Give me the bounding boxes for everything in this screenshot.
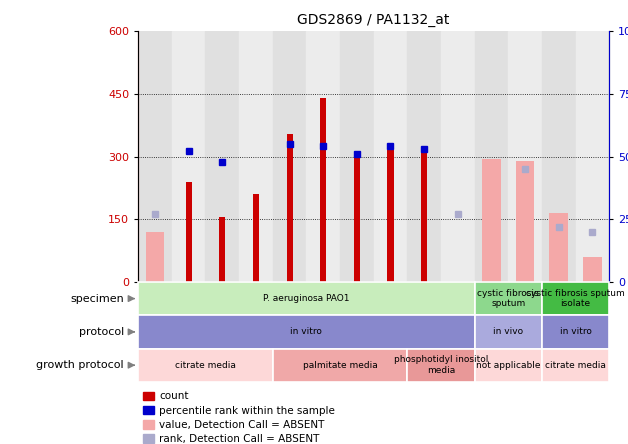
Bar	[138, 315, 475, 349]
Bar	[516, 161, 534, 282]
Bar	[286, 134, 293, 282]
Bar	[219, 217, 225, 282]
Bar	[542, 315, 609, 349]
Text: growth protocol: growth protocol	[36, 360, 124, 370]
Bar	[542, 282, 609, 315]
Text: in vitro: in vitro	[560, 327, 592, 337]
Bar	[138, 282, 475, 315]
Text: specimen: specimen	[70, 293, 124, 304]
Bar	[273, 349, 408, 382]
Text: palmitate media: palmitate media	[303, 361, 377, 370]
Bar	[138, 31, 172, 282]
Bar	[387, 150, 394, 282]
Text: citrate media: citrate media	[175, 361, 236, 370]
Text: not applicable: not applicable	[476, 361, 541, 370]
Text: cystic fibrosis sputum
isolate: cystic fibrosis sputum isolate	[526, 289, 625, 308]
Text: P. aeruginosa PAO1: P. aeruginosa PAO1	[263, 294, 350, 303]
Bar	[575, 31, 609, 282]
Text: protocol: protocol	[78, 327, 124, 337]
Bar	[408, 31, 441, 282]
Bar	[475, 315, 542, 349]
Bar	[306, 31, 340, 282]
Bar	[441, 31, 475, 282]
Text: in vitro: in vitro	[290, 327, 322, 337]
Bar	[408, 349, 475, 382]
Bar	[320, 98, 326, 282]
Bar	[186, 182, 192, 282]
Text: cystic fibrosis
sputum: cystic fibrosis sputum	[477, 289, 539, 308]
Bar	[482, 159, 501, 282]
Bar	[475, 349, 542, 382]
Title: GDS2869 / PA1132_at: GDS2869 / PA1132_at	[298, 13, 450, 27]
Bar	[542, 31, 575, 282]
Bar	[205, 31, 239, 282]
Bar	[239, 31, 273, 282]
Bar	[475, 282, 542, 315]
Bar	[340, 31, 374, 282]
Bar	[273, 31, 306, 282]
Bar	[138, 349, 273, 382]
Bar	[508, 31, 542, 282]
Text: citrate media: citrate media	[545, 361, 606, 370]
Bar	[550, 213, 568, 282]
Text: phosphotidyl inositol
media: phosphotidyl inositol media	[394, 356, 488, 375]
Bar	[172, 31, 205, 282]
Text: in vivo: in vivo	[493, 327, 523, 337]
Bar	[542, 349, 609, 382]
Bar	[374, 31, 408, 282]
Bar	[421, 150, 427, 282]
Bar	[354, 152, 360, 282]
Bar	[253, 194, 259, 282]
Bar	[146, 232, 165, 282]
Bar	[475, 31, 508, 282]
Legend: count, percentile rank within the sample, value, Detection Call = ABSENT, rank, : count, percentile rank within the sample…	[143, 392, 335, 444]
Bar	[583, 257, 602, 282]
